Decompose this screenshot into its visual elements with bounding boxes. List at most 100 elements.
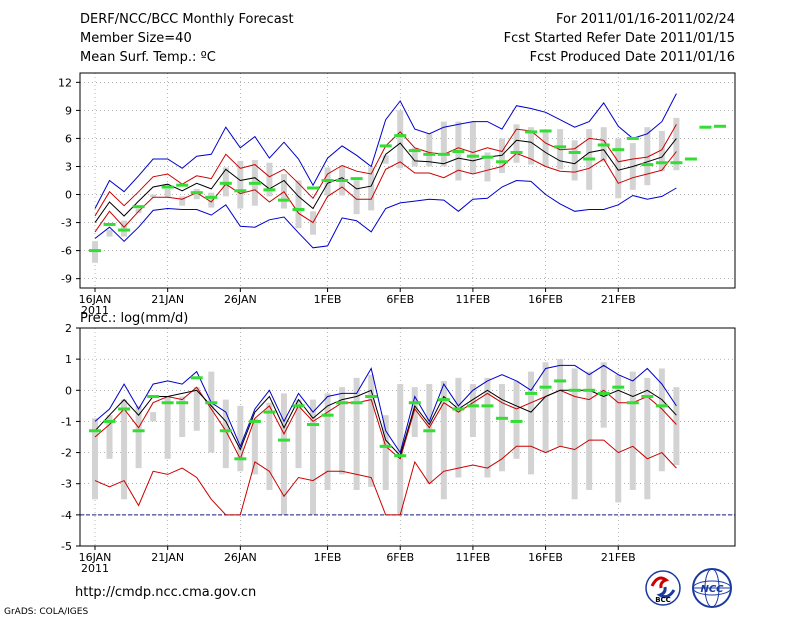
prec-observed-32 xyxy=(554,379,567,383)
temp-box-5 xyxy=(164,188,171,198)
header-period: For 2011/01/16-2011/02/24 xyxy=(556,12,735,27)
header-variable: Mean Surf. Temp.: ºC xyxy=(80,50,216,65)
temp-observed-14 xyxy=(307,186,320,190)
temp-observed-3 xyxy=(132,205,145,209)
prec-frame xyxy=(79,327,736,547)
prec-box-33 xyxy=(571,368,578,500)
prec-box-11 xyxy=(251,418,258,475)
temp-box-1 xyxy=(106,230,113,237)
prec-observed-37 xyxy=(626,401,639,405)
prec-box-37 xyxy=(629,371,636,490)
temp-series-lower xyxy=(94,151,677,233)
prec-observed-24 xyxy=(437,398,450,402)
prec-ytick-label-3: -2 xyxy=(61,447,72,460)
temp-box-12 xyxy=(266,162,273,197)
prec-box-39 xyxy=(658,368,665,472)
prec-box-8 xyxy=(208,371,215,453)
prec-box-5 xyxy=(164,396,171,459)
temp-xtick-label-0: 16JAN xyxy=(79,293,112,306)
prec-observed-5 xyxy=(161,401,174,405)
temp-observed-32 xyxy=(583,157,596,161)
prec-observed-10 xyxy=(234,457,247,461)
temp-observed-22 xyxy=(437,152,450,156)
temp-box-39 xyxy=(658,130,665,172)
prec-box-40 xyxy=(673,387,680,466)
prec-ytick-label-6: 1 xyxy=(65,353,72,366)
prec-xtick-label-2: 26JAN xyxy=(224,551,257,564)
temp-observed-5 xyxy=(176,183,189,187)
temp-observed-38 xyxy=(670,161,683,165)
prec-observed-0 xyxy=(89,429,101,433)
prec-box-21 xyxy=(397,384,404,515)
temp-observed-39 xyxy=(684,157,697,161)
temp-observed-6 xyxy=(190,191,203,195)
prec-ytick-label-1: -4 xyxy=(61,509,72,522)
temp-box-20 xyxy=(382,155,389,164)
prec-observed-9 xyxy=(219,429,232,433)
prec-observed-34 xyxy=(583,388,596,392)
temp-observed-35 xyxy=(626,136,639,140)
prec-observed-3 xyxy=(132,429,145,433)
temp-series-min xyxy=(94,179,677,249)
prec-box-35 xyxy=(600,362,607,428)
prec-box-30 xyxy=(528,371,535,475)
temp-xtick-label-7: 21FEB xyxy=(601,293,636,306)
prec-box-19 xyxy=(368,374,375,487)
header-start-date: Fcst Started Refer Date 2011/01/15 xyxy=(504,31,735,46)
prec-box-23 xyxy=(426,384,433,484)
bcc-logo-text: BCC xyxy=(655,596,671,604)
prec-box-2 xyxy=(121,399,128,500)
temp-box-26 xyxy=(469,121,476,174)
temp-observed-21 xyxy=(423,152,436,156)
temp-xtick-label-1: 21JAN xyxy=(151,293,184,306)
temp-observed-19 xyxy=(394,134,407,138)
prec-series-lower xyxy=(94,439,677,516)
temp-observed-11 xyxy=(263,188,276,192)
precip-panel-title: Prec.: log(mm/d) xyxy=(80,311,188,326)
temp-observed-26 xyxy=(495,160,508,164)
prec-observed-18 xyxy=(350,401,363,405)
footer-url[interactable]: http://cmdp.ncc.cma.gov.cn xyxy=(75,585,256,600)
prec-box-17 xyxy=(339,387,346,475)
prec-series-max xyxy=(94,364,677,454)
prec-observed-28 xyxy=(495,416,508,420)
temp-observed-15 xyxy=(321,179,334,182)
prec-observed-16 xyxy=(321,413,334,417)
temp-observed-18 xyxy=(379,144,392,148)
temp-observed-40 xyxy=(699,125,712,129)
prec-observed-6 xyxy=(176,401,189,405)
temp-box-33 xyxy=(571,140,578,181)
temp-observed-12 xyxy=(277,198,290,202)
temp-observed-41 xyxy=(714,124,726,128)
prec-box-9 xyxy=(222,399,229,469)
prec-box-29 xyxy=(513,380,520,459)
temp-box-31 xyxy=(542,130,549,167)
prec-box-6 xyxy=(179,396,186,437)
prec-observed-2 xyxy=(118,407,131,411)
temp-box-27 xyxy=(484,152,491,182)
prec-box-31 xyxy=(542,362,549,453)
temp-ytick-label-2: -3 xyxy=(61,217,72,230)
bcc-logo: BCC xyxy=(645,570,681,606)
prec-observed-19 xyxy=(365,395,378,399)
prec-box-15 xyxy=(310,399,317,515)
prec-xtick-label-6: 16FEB xyxy=(528,551,563,564)
temp-observed-34 xyxy=(612,148,625,152)
prec-observed-14 xyxy=(292,404,305,408)
temp-box-22 xyxy=(411,147,418,167)
temp-box-23 xyxy=(426,133,433,167)
temp-observed-17 xyxy=(350,177,363,181)
header-produced-date: Fcst Produced Date 2011/01/16 xyxy=(530,50,735,65)
prec-observed-22 xyxy=(408,401,421,405)
temp-observed-9 xyxy=(234,189,247,193)
prec-box-26 xyxy=(469,384,476,437)
prec-box-3 xyxy=(135,405,142,469)
prec-observed-31 xyxy=(539,385,552,389)
prec-box-28 xyxy=(498,384,505,472)
prec-box-4 xyxy=(150,412,157,422)
temp-xtick-label-6: 16FEB xyxy=(528,293,563,306)
temp-box-10 xyxy=(237,160,244,209)
temp-box-19 xyxy=(368,167,375,211)
prec-xtick-label-1: 21JAN xyxy=(151,551,184,564)
